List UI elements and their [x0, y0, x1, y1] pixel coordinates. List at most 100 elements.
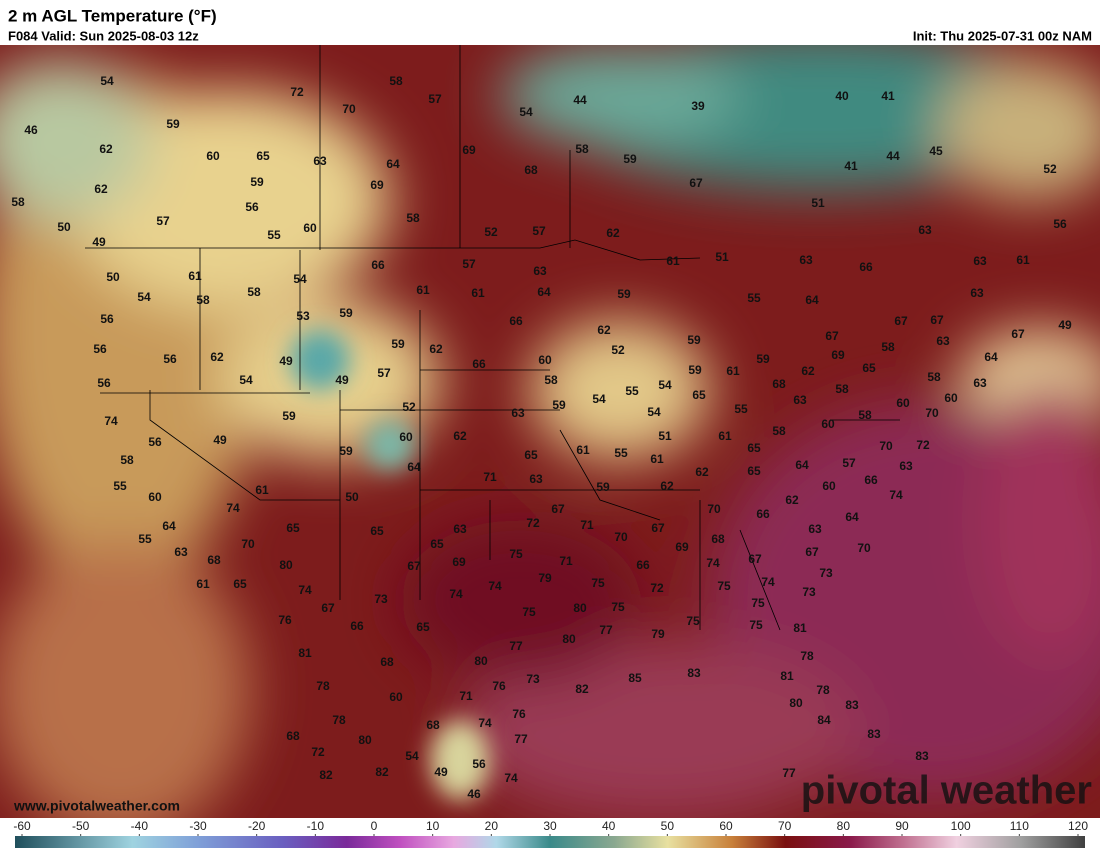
temperature-label: 79 [651, 627, 665, 641]
temperature-label: 62 [94, 182, 108, 196]
temperature-label: 74 [449, 587, 463, 601]
temperature-label: 55 [747, 291, 761, 305]
temperature-label: 72 [526, 516, 540, 530]
temperature-label: 66 [509, 314, 523, 328]
temperature-label: 73 [526, 672, 540, 686]
temperature-label: 55 [734, 402, 748, 416]
temperature-label: 59 [282, 409, 296, 423]
temperature-label: 55 [113, 479, 127, 493]
temperature-label: 63 [174, 545, 188, 559]
temperature-label: 62 [429, 342, 443, 356]
temperature-label: 60 [538, 353, 552, 367]
temperature-label: 77 [599, 623, 613, 637]
temperature-label: 75 [686, 614, 700, 628]
temperature-label: 62 [453, 429, 467, 443]
temperature-label: 56 [1053, 217, 1067, 231]
temperature-label: 79 [538, 571, 552, 585]
temperature-label: 64 [795, 458, 809, 472]
temperature-label: 58 [11, 195, 25, 209]
temperature-label: 65 [256, 149, 270, 163]
temperature-label: 62 [606, 226, 620, 240]
temperature-label: 65 [370, 524, 384, 538]
temperature-label: 55 [267, 228, 281, 242]
colorbar-tick-label: -20 [248, 819, 266, 833]
temperature-label: 50 [57, 220, 71, 234]
temperature-label: 67 [930, 313, 944, 327]
temperature-label: 51 [715, 250, 729, 264]
temperature-label: 57 [462, 257, 476, 271]
temperature-label: 52 [1043, 162, 1057, 176]
temperature-label: 63 [529, 472, 543, 486]
temperature-label: 67 [689, 176, 703, 190]
temperature-label: 68 [711, 532, 725, 546]
temperature-label: 61 [718, 429, 732, 443]
temperature-label: 67 [748, 552, 762, 566]
temperature-label: 67 [651, 521, 665, 535]
temperature-label: 66 [636, 558, 650, 572]
temperature-label: 65 [692, 388, 706, 402]
temperature-label: 56 [100, 312, 114, 326]
temperature-label: 61 [255, 483, 269, 497]
temperature-label: 71 [559, 554, 573, 568]
watermark: pivotal weather [801, 769, 1092, 813]
temperature-label: 80 [573, 601, 587, 615]
temperature-label: 59 [596, 480, 610, 494]
temperature-label: 74 [226, 501, 240, 515]
temperature-label: 67 [407, 559, 421, 573]
temperature-label: 68 [286, 729, 300, 743]
temperature-label: 49 [434, 765, 448, 779]
init-time: Init: Thu 2025-07-31 00z NAM [913, 28, 1092, 43]
temperature-label: 49 [335, 373, 349, 387]
temperature-label: 44 [886, 149, 900, 163]
temperature-label: 63 [936, 334, 950, 348]
temperature-label: 63 [970, 286, 984, 300]
temperature-label: 74 [488, 579, 502, 593]
temperature-label: 67 [1011, 327, 1025, 341]
temperature-label: 67 [551, 502, 565, 516]
temperature-label: 83 [915, 749, 929, 763]
temperature-label: 72 [290, 85, 304, 99]
temperature-label: 58 [196, 293, 210, 307]
temperature-label: 75 [522, 605, 536, 619]
temperature-label: 62 [785, 493, 799, 507]
temperature-label: 74 [706, 556, 720, 570]
temperature-label: 60 [896, 396, 910, 410]
temperature-label: 69 [462, 143, 476, 157]
temperature-label: 54 [100, 74, 114, 88]
temperature-label: 58 [881, 340, 895, 354]
temperature-label: 70 [925, 406, 939, 420]
temperature-label: 57 [428, 92, 442, 106]
temperature-label: 73 [819, 566, 833, 580]
temperature-label: 63 [973, 376, 987, 390]
colorbar-tick-label: -30 [189, 819, 207, 833]
temperature-label: 72 [916, 438, 930, 452]
temperature-label: 71 [459, 689, 473, 703]
temperature-label: 60 [206, 149, 220, 163]
colorbar-tick-label: 110 [1010, 819, 1029, 833]
temperature-label: 80 [358, 733, 372, 747]
borders [85, 45, 900, 631]
temperature-label: 82 [319, 768, 333, 782]
temperature-label: 66 [864, 473, 878, 487]
temperature-label: 58 [772, 424, 786, 438]
temperature-label: 56 [97, 376, 111, 390]
temperature-label: 63 [973, 254, 987, 268]
temperature-label: 63 [899, 459, 913, 473]
temperature-label: 64 [537, 285, 551, 299]
temperature-label: 67 [321, 601, 335, 615]
temperature-label: 56 [245, 200, 259, 214]
temperature-label: 44 [573, 93, 587, 107]
temperature-label: 80 [562, 632, 576, 646]
temperature-label: 67 [805, 545, 819, 559]
temperature-label: 74 [889, 488, 903, 502]
temperature-label: 66 [859, 260, 873, 274]
temperature-label: 59 [339, 444, 353, 458]
temperature-label: 68 [524, 163, 538, 177]
temperature-label: 61 [1016, 253, 1030, 267]
temperature-label: 66 [756, 507, 770, 521]
temperature-label: 78 [332, 713, 346, 727]
temperature-label: 76 [492, 679, 506, 693]
colorbar-tick-label: 80 [837, 819, 851, 833]
temperature-label: 65 [524, 448, 538, 462]
temperature-label: 74 [478, 716, 492, 730]
